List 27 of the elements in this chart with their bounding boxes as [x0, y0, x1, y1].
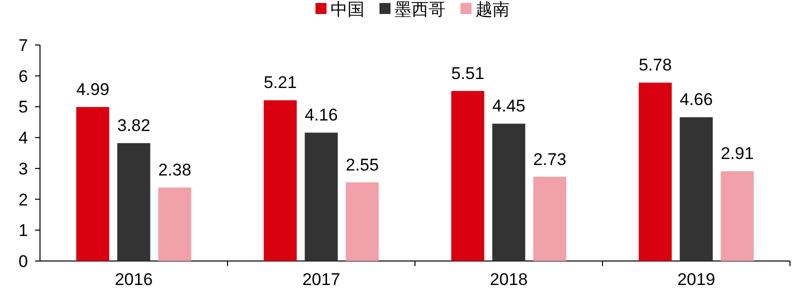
data-label: 4.16	[304, 106, 338, 125]
data-label: 4.45	[492, 96, 526, 116]
y-tick: 2	[18, 190, 28, 210]
data-label: 4.99	[76, 80, 110, 100]
x-tick: 2017	[302, 270, 340, 289]
data-label: 5.21	[264, 73, 297, 92]
y-tick: 1	[18, 221, 28, 240]
data-label: 2.38	[158, 160, 192, 180]
y-tick: 5	[18, 98, 28, 117]
y-tick: 6	[18, 66, 28, 86]
x-tick: 2016	[114, 270, 153, 289]
legend-label: 中国	[330, 0, 364, 19]
data-label: 3.82	[117, 116, 150, 136]
x-tick: 2019	[677, 270, 716, 289]
legend-label: 越南	[476, 0, 510, 19]
data-label: 4.66	[680, 90, 713, 110]
y-tick: 4	[18, 128, 28, 148]
data-label: 2.55	[346, 155, 379, 174]
y-tick: 7	[18, 36, 28, 55]
data-label: 2.91	[720, 144, 754, 164]
data-label: 5.51	[451, 64, 484, 83]
y-tick: 3	[18, 159, 28, 178]
y-tick: 0	[18, 252, 28, 271]
data-label: 5.78	[638, 56, 672, 75]
x-tick: 2018	[490, 270, 528, 289]
legend-label: 墨西哥	[394, 0, 446, 19]
data-label: 2.73	[533, 150, 566, 169]
